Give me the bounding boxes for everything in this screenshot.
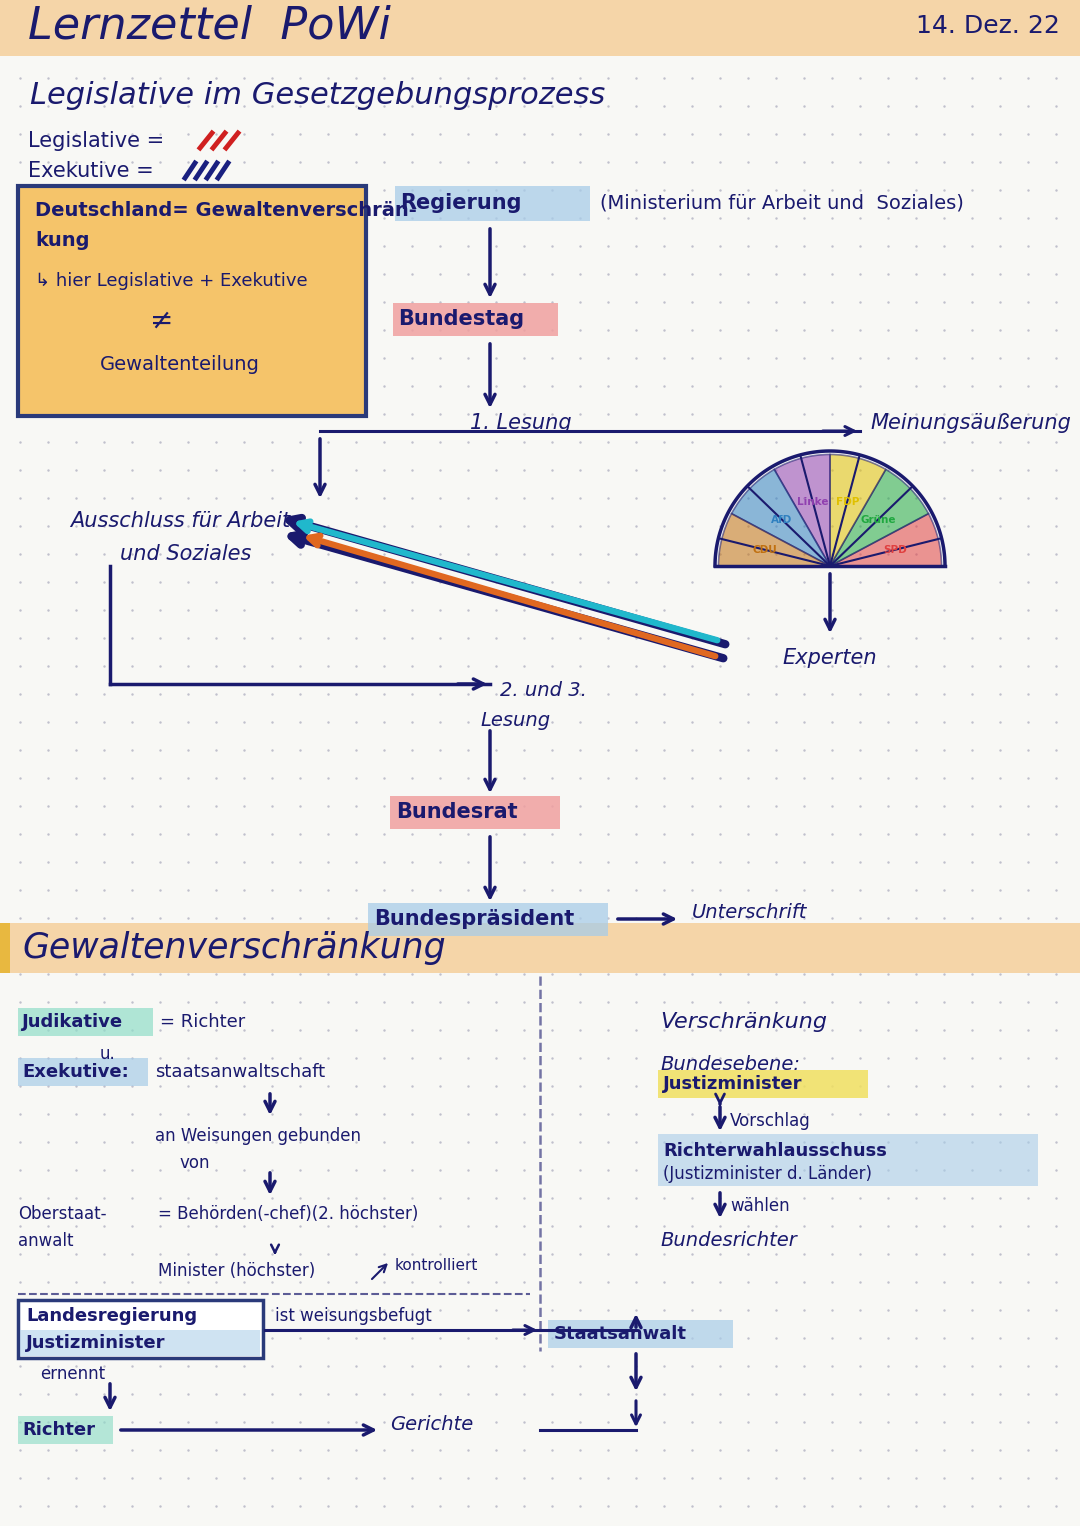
FancyBboxPatch shape — [18, 1416, 113, 1444]
Wedge shape — [831, 470, 929, 566]
Text: 2. und 3.: 2. und 3. — [500, 682, 586, 700]
Text: an Weisungen gebunden: an Weisungen gebunden — [156, 1128, 361, 1144]
FancyBboxPatch shape — [21, 1331, 260, 1357]
FancyBboxPatch shape — [395, 186, 590, 221]
Text: Vorschlag: Vorschlag — [730, 1112, 811, 1129]
Text: staatsanwaltschaft: staatsanwaltschaft — [156, 1064, 325, 1080]
Text: CDU: CDU — [753, 545, 778, 555]
Text: Bundesrichter: Bundesrichter — [660, 1231, 797, 1250]
FancyBboxPatch shape — [18, 1009, 153, 1036]
Text: Exekutive:: Exekutive: — [22, 1064, 129, 1080]
Wedge shape — [731, 470, 831, 566]
Text: (Justizminister d. Länder): (Justizminister d. Länder) — [663, 1164, 872, 1183]
Text: 14. Dez. 22: 14. Dez. 22 — [916, 14, 1059, 38]
FancyBboxPatch shape — [393, 304, 558, 336]
Text: AfD: AfD — [771, 514, 793, 525]
FancyBboxPatch shape — [368, 903, 608, 935]
FancyBboxPatch shape — [658, 1134, 1038, 1186]
FancyBboxPatch shape — [548, 1320, 733, 1347]
Text: ernennt: ernennt — [40, 1364, 105, 1383]
FancyBboxPatch shape — [390, 797, 561, 829]
FancyBboxPatch shape — [0, 923, 1080, 974]
Text: Bundestag: Bundestag — [399, 308, 524, 330]
Text: anwalt: anwalt — [18, 1231, 73, 1250]
Text: (Ministerium für Arbeit und  Soziales): (Ministerium für Arbeit und Soziales) — [600, 194, 963, 212]
Text: Gerichte: Gerichte — [390, 1415, 473, 1433]
Text: von: von — [180, 1154, 211, 1172]
Text: kung: kung — [35, 232, 90, 250]
Text: 1. Lesung: 1. Lesung — [470, 414, 571, 433]
Text: Linke: Linke — [797, 496, 828, 507]
Text: Legislative im Gesetzgebungsprozess: Legislative im Gesetzgebungsprozess — [30, 81, 605, 110]
Text: Oberstaat-: Oberstaat- — [18, 1206, 107, 1222]
Text: ↳ hier Legislative + Exekutive: ↳ hier Legislative + Exekutive — [35, 272, 308, 290]
Text: Meinungsäußerung: Meinungsäußerung — [870, 414, 1071, 433]
Text: Verschränkung: Verschränkung — [660, 1012, 827, 1032]
Text: Bundesrat: Bundesrat — [396, 803, 517, 823]
Wedge shape — [774, 455, 831, 566]
Text: Bundespräsident: Bundespräsident — [374, 909, 575, 929]
Text: Gewaltenteilung: Gewaltenteilung — [100, 354, 260, 374]
FancyBboxPatch shape — [18, 1300, 264, 1358]
Text: Judikative: Judikative — [22, 1013, 123, 1032]
FancyBboxPatch shape — [18, 1058, 148, 1087]
Text: Landesregierung: Landesregierung — [26, 1306, 198, 1325]
Text: ist weisungsbefugt: ist weisungsbefugt — [275, 1306, 432, 1325]
Text: Bundesebene:: Bundesebene: — [660, 1054, 800, 1073]
Text: Regierung: Regierung — [400, 192, 522, 214]
Text: Grüne: Grüne — [861, 514, 895, 525]
Text: Richter: Richter — [22, 1421, 95, 1439]
Text: Deutschland= Gewaltenverschrän-: Deutschland= Gewaltenverschrän- — [35, 201, 417, 220]
Text: ≠: ≠ — [150, 307, 173, 336]
Text: Staatsanwalt: Staatsanwalt — [554, 1325, 687, 1343]
Text: = Behörden(-chef)(2. höchster): = Behörden(-chef)(2. höchster) — [158, 1206, 418, 1222]
Text: Richterwahlausschuss: Richterwahlausschuss — [663, 1141, 887, 1160]
Text: und Soziales: und Soziales — [120, 543, 252, 565]
Text: Lernzettel  PoWi: Lernzettel PoWi — [28, 5, 391, 47]
Wedge shape — [831, 514, 942, 566]
Text: Lesung: Lesung — [480, 711, 550, 731]
FancyBboxPatch shape — [18, 186, 366, 417]
Text: Experten: Experten — [782, 649, 877, 668]
Text: Minister (höchster): Minister (höchster) — [158, 1262, 315, 1280]
FancyBboxPatch shape — [0, 923, 10, 974]
Text: SPD: SPD — [882, 545, 906, 555]
Text: = Richter: = Richter — [160, 1013, 245, 1032]
Text: kontrolliert: kontrolliert — [395, 1259, 478, 1274]
Wedge shape — [718, 514, 831, 566]
Text: Ausschluss für Arbeit: Ausschluss für Arbeit — [70, 511, 291, 531]
Wedge shape — [831, 455, 886, 566]
Text: Gewaltenverschränkung: Gewaltenverschränkung — [22, 931, 446, 964]
Text: u.: u. — [100, 1045, 116, 1064]
Text: FDP: FDP — [836, 496, 859, 507]
Text: Justizminister: Justizminister — [26, 1334, 165, 1352]
Text: Exekutive =: Exekutive = — [28, 162, 160, 182]
FancyBboxPatch shape — [658, 1070, 868, 1099]
Text: Justizminister: Justizminister — [663, 1074, 802, 1093]
Text: wählen: wählen — [730, 1196, 789, 1215]
Text: Unterschrift: Unterschrift — [692, 903, 808, 923]
Text: Legislative =: Legislative = — [28, 131, 171, 151]
FancyBboxPatch shape — [0, 0, 1080, 56]
